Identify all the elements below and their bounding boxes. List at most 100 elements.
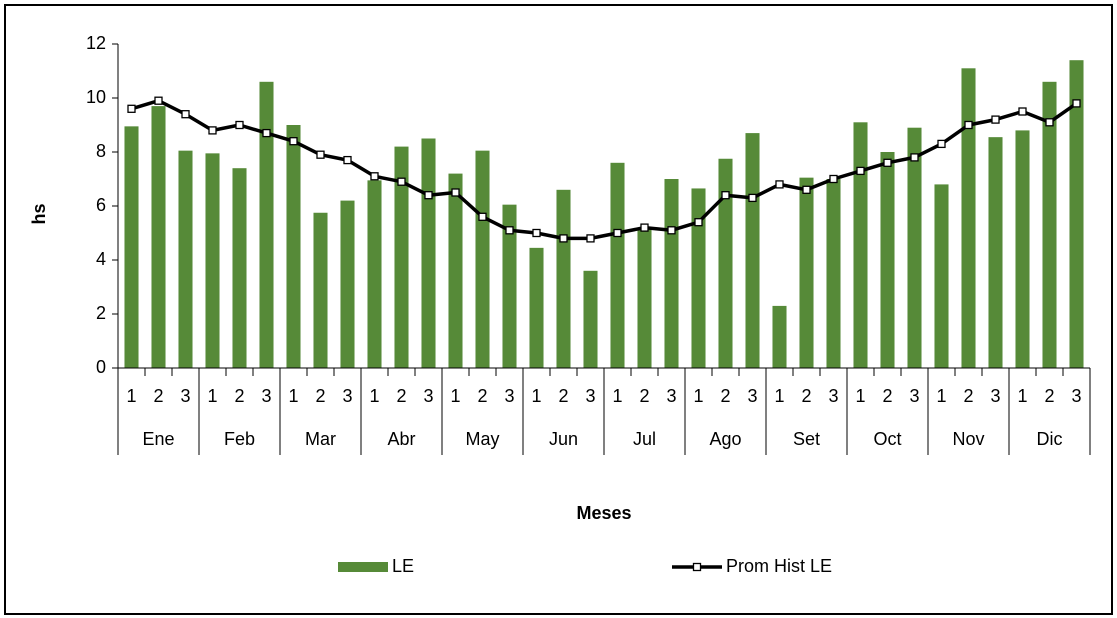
bar (610, 162, 625, 368)
x-tick-label: 2 (234, 386, 244, 406)
line-marker (883, 158, 892, 167)
x-tick-label: 3 (828, 386, 838, 406)
x-group-label: Abr (387, 429, 415, 449)
x-tick-label: 1 (612, 386, 622, 406)
x-tick-label: 3 (342, 386, 352, 406)
x-tick-label: 1 (450, 386, 460, 406)
bar (232, 168, 247, 368)
legend-label: Prom Hist LE (726, 556, 832, 576)
bar (637, 227, 652, 368)
line-marker (748, 193, 757, 203)
x-tick-label: 2 (315, 386, 325, 406)
bar (1069, 60, 1084, 368)
line-marker (640, 223, 649, 232)
x-tick-label: 3 (909, 386, 919, 406)
x-tick-label: 1 (288, 386, 298, 406)
x-group-label: Mar (305, 429, 336, 449)
bar (475, 150, 490, 368)
line-marker (397, 177, 406, 186)
x-group-label: Jun (549, 429, 578, 449)
x-tick-label: 3 (666, 386, 676, 406)
line-marker (1072, 99, 1081, 108)
line-marker (1018, 107, 1027, 116)
bar (1015, 130, 1030, 368)
line-marker (181, 110, 190, 119)
line-marker (559, 234, 568, 243)
bar (529, 247, 544, 368)
line-marker (262, 128, 271, 138)
bar (664, 179, 679, 368)
bar (799, 177, 814, 368)
bar (826, 179, 841, 368)
y-tick-label: 12 (86, 33, 106, 53)
line-marker (775, 180, 784, 189)
line-marker (478, 212, 487, 221)
y-tick-label: 2 (96, 303, 106, 323)
legend-label: LE (392, 556, 414, 576)
line-marker (802, 185, 811, 194)
bar (583, 270, 598, 368)
line-marker (532, 228, 541, 238)
legend-marker (692, 562, 702, 572)
y-tick-label: 0 (96, 357, 106, 377)
line-marker (829, 174, 838, 184)
y-tick-label: 10 (86, 87, 106, 107)
bar (178, 150, 193, 368)
x-tick-label: 3 (504, 386, 514, 406)
bar (259, 81, 274, 369)
line-marker (667, 226, 676, 235)
x-tick-label: 3 (261, 386, 271, 406)
x-tick-label: 3 (585, 386, 595, 406)
bar (421, 138, 436, 368)
y-tick-label: 8 (96, 141, 106, 161)
bar (124, 126, 139, 368)
x-tick-label: 3 (1071, 386, 1081, 406)
bar (151, 106, 166, 368)
line-marker (424, 191, 433, 200)
bar (718, 158, 733, 368)
y-tick-label: 4 (96, 249, 106, 269)
x-group-label: Oct (873, 429, 901, 449)
x-tick-label: 2 (1044, 386, 1054, 406)
x-tick-label: 2 (153, 386, 163, 406)
x-tick-label: 3 (423, 386, 433, 406)
line-marker (910, 153, 919, 162)
line-marker (937, 139, 946, 149)
x-tick-label: 1 (936, 386, 946, 406)
line-marker (694, 218, 703, 227)
x-group-label: Ene (142, 429, 174, 449)
bar (556, 189, 571, 368)
x-tick-label: 2 (396, 386, 406, 406)
line-marker (127, 104, 136, 113)
x-tick-label: 2 (558, 386, 568, 406)
x-tick-label: 2 (963, 386, 973, 406)
x-group-label: Ago (709, 429, 741, 449)
bar (907, 127, 922, 368)
x-tick-label: 1 (855, 386, 865, 406)
bar (448, 173, 463, 368)
bar (1042, 81, 1057, 369)
x-group-label: May (465, 429, 499, 449)
line-marker (856, 166, 865, 176)
bar (394, 146, 409, 368)
line-marker (154, 96, 163, 105)
line-marker (505, 226, 514, 235)
x-tick-label: 3 (990, 386, 1000, 406)
line-marker (991, 115, 1000, 124)
bar (745, 133, 760, 368)
x-tick-label: 2 (720, 386, 730, 406)
line-marker (289, 137, 298, 146)
line-marker (208, 126, 217, 135)
line-marker (1045, 118, 1054, 127)
bar (367, 180, 382, 368)
y-axis-title: hs (29, 203, 49, 224)
line-marker (370, 172, 379, 181)
x-group-label: Nov (952, 429, 984, 449)
x-tick-label: 1 (207, 386, 217, 406)
line-marker (964, 120, 973, 130)
x-tick-label: 2 (801, 386, 811, 406)
bar (772, 305, 787, 368)
bar (934, 184, 949, 368)
bar (286, 125, 301, 368)
